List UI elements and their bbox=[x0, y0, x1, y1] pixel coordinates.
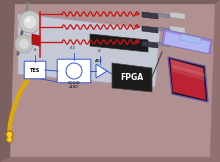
FancyBboxPatch shape bbox=[57, 59, 91, 83]
Polygon shape bbox=[18, 14, 160, 87]
Polygon shape bbox=[170, 12, 185, 19]
Text: ADC: ADC bbox=[95, 59, 103, 63]
Polygon shape bbox=[90, 34, 148, 52]
Text: $f_{1/2}$: $f_{1/2}$ bbox=[69, 44, 77, 52]
Circle shape bbox=[18, 39, 29, 50]
Circle shape bbox=[23, 15, 37, 29]
Polygon shape bbox=[5, 4, 215, 157]
Polygon shape bbox=[142, 12, 158, 19]
Circle shape bbox=[19, 11, 41, 33]
Text: FPGA: FPGA bbox=[120, 73, 144, 81]
Polygon shape bbox=[0, 0, 15, 162]
Polygon shape bbox=[170, 59, 206, 77]
Polygon shape bbox=[170, 26, 185, 33]
Polygon shape bbox=[180, 34, 201, 44]
Text: $f_S$: $f_S$ bbox=[97, 47, 103, 55]
Polygon shape bbox=[158, 27, 170, 32]
Polygon shape bbox=[142, 41, 158, 48]
Polygon shape bbox=[170, 64, 206, 81]
Text: SQUID
x100: SQUID x100 bbox=[68, 81, 80, 89]
Text: TES: TES bbox=[30, 68, 40, 73]
Polygon shape bbox=[158, 42, 170, 47]
Text: $f_1$: $f_1$ bbox=[33, 46, 37, 54]
Circle shape bbox=[15, 35, 33, 53]
Polygon shape bbox=[170, 41, 185, 48]
Polygon shape bbox=[158, 13, 170, 18]
Polygon shape bbox=[164, 32, 210, 53]
Circle shape bbox=[66, 63, 82, 79]
Polygon shape bbox=[32, 34, 40, 46]
Polygon shape bbox=[142, 26, 158, 33]
Polygon shape bbox=[96, 64, 107, 78]
Polygon shape bbox=[170, 59, 206, 100]
Polygon shape bbox=[0, 0, 220, 4]
Circle shape bbox=[26, 17, 31, 23]
Polygon shape bbox=[162, 29, 212, 54]
FancyBboxPatch shape bbox=[24, 61, 46, 79]
Polygon shape bbox=[168, 57, 208, 102]
Polygon shape bbox=[112, 63, 152, 92]
